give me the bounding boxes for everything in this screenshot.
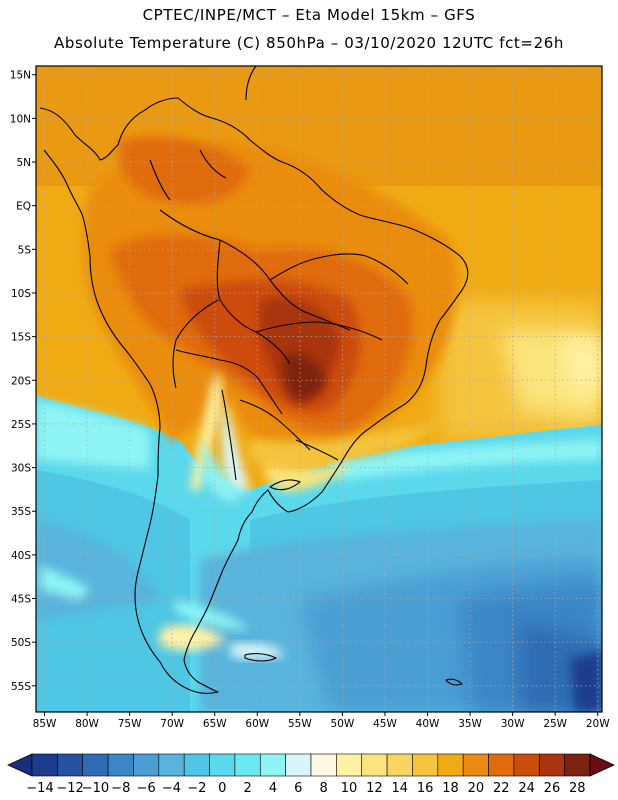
lon-tick-label: 20W [586, 718, 610, 730]
lat-tick-label: 20S [11, 375, 31, 387]
colorbar-swatch [259, 753, 286, 777]
colorbar-swatch [412, 753, 439, 777]
colorbar-label: 8 [320, 781, 328, 796]
colorbar-label: 6 [294, 781, 302, 796]
coastlines-and-borders [39, 66, 469, 694]
lon-tick-label: 25W [543, 718, 567, 730]
colorbar-swatch [209, 753, 236, 777]
lon-tick-label: 80W [75, 718, 99, 730]
title-line-2: Absolute Temperature (C) 850hPa – 03/10/… [54, 34, 564, 52]
lat-tick-label: 15S [11, 332, 31, 344]
colorbar-label: −14 [26, 781, 53, 796]
colorbar-swatch [234, 753, 261, 777]
colorbar-label: −10 [82, 781, 109, 796]
colorbar-over-arrow [589, 753, 615, 777]
colorbar-label: 0 [218, 781, 226, 796]
colorbar-swatch [183, 753, 210, 777]
colorbar-swatch [488, 753, 515, 777]
colorbar-label: 26 [544, 781, 561, 796]
colorbar-label: 12 [366, 781, 383, 796]
colorbar-label: 4 [269, 781, 277, 796]
colorbar-label: 20 [468, 781, 485, 796]
lon-tick-label: 40W [416, 718, 440, 730]
colorbar-label: −4 [162, 781, 181, 796]
title-line-1: CPTEC/INPE/MCT – Eta Model 15km – GFS [142, 6, 476, 24]
colorbar-label: 10 [341, 781, 358, 796]
map-frame [35, 65, 603, 713]
lon-tick-label: 55W [288, 718, 312, 730]
lat-tick-label: 5N [16, 157, 31, 169]
colorbar-label: −6 [137, 781, 156, 796]
colorbar-swatch [57, 753, 84, 777]
colorbar-label: 22 [493, 781, 510, 796]
colorbar-swatch [462, 753, 489, 777]
colorbar-swatch [513, 753, 540, 777]
colorbar: −14 −12−10 −8 −6 −4 −2 0 2 4 6 8 10 12 14 16 18 20 22 24 26… [7, 753, 615, 796]
colorbar-label: −2 [187, 781, 206, 796]
lat-tick-label: EQ [16, 201, 31, 213]
colorbar-swatch [158, 753, 185, 777]
lon-tick-label: 85W [33, 718, 57, 730]
colorbar-swatch [133, 753, 160, 777]
lat-tick-label: 25S [11, 419, 31, 431]
colorbar-label: −8 [111, 781, 130, 796]
colorbar-swatch [564, 753, 591, 777]
colorbar-swatch [336, 753, 363, 777]
colorbar-label: −12 [56, 781, 83, 796]
lat-tick-label: 55S [11, 681, 31, 693]
lat-tick-label: 10N [10, 113, 31, 125]
colorbar-swatch [538, 753, 565, 777]
lat-tick-label: 45S [11, 594, 31, 606]
colorbar-swatch [310, 753, 337, 777]
lon-tick-label: 35W [458, 718, 482, 730]
latitude-labels: 15N 10N 5N EQ 5S 10S 15S 20S 25S 30S 35S 40S 45S 50S 5… [10, 70, 36, 693]
colorbar-swatch [107, 753, 134, 777]
colorbar-label: 24 [518, 781, 535, 796]
colorbar-swatch [386, 753, 413, 777]
lat-tick-label: 40S [11, 550, 31, 562]
colorbar-label: 2 [243, 781, 251, 796]
colorbar-swatch [361, 753, 388, 777]
longitude-labels: 85W 80W 75W 70W 65W 60W 55W 50W 45W 40W 35W 30W 25W 2… [33, 712, 610, 730]
lon-tick-label: 75W [118, 718, 142, 730]
lat-tick-label: 10S [11, 288, 31, 300]
lon-tick-label: 65W [203, 718, 227, 730]
lat-tick-label: 35S [11, 506, 31, 518]
lat-tick-label: 30S [11, 463, 31, 475]
colorbar-under-arrow [7, 753, 33, 777]
colorbar-label: 16 [417, 781, 434, 796]
colorbar-label: 28 [569, 781, 586, 796]
lat-tick-label: 5S [18, 244, 32, 256]
lat-tick-label: 50S [11, 637, 31, 649]
colorbar-swatch [82, 753, 109, 777]
lon-tick-label: 45W [373, 718, 397, 730]
lat-tick-label: 15N [10, 70, 31, 82]
lon-tick-label: 50W [331, 718, 355, 730]
lon-tick-label: 60W [245, 718, 269, 730]
colorbar-label: 18 [442, 781, 459, 796]
lon-tick-label: 70W [160, 718, 184, 730]
colorbar-swatch [31, 753, 58, 777]
colorbar-swatch [437, 753, 464, 777]
temperature-field [36, 66, 602, 712]
colorbar-swatch [285, 753, 312, 777]
lon-tick-label: 30W [501, 718, 525, 730]
colorbar-label: 14 [391, 781, 408, 796]
